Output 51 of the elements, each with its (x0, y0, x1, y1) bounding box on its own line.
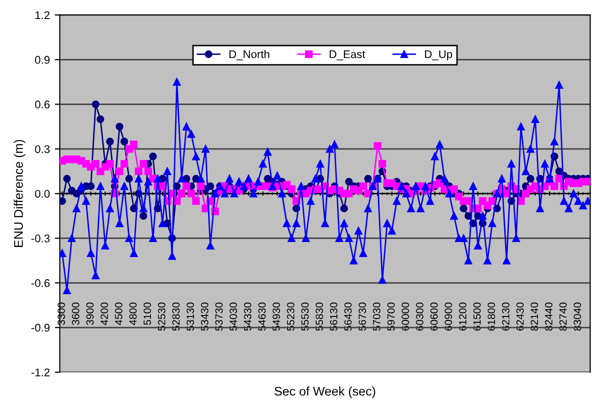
x-tick-label: 53130 (186, 302, 194, 331)
x-tick-label: 4500 (114, 302, 122, 326)
x-tick-label: 54630 (258, 302, 266, 331)
x-tick-label: 54930 (272, 302, 280, 331)
y-tick-label: 0.3 (35, 145, 50, 154)
x-tick-label: 3300 (58, 302, 65, 325)
x-tick-label: 82440 (545, 302, 552, 331)
y-tick-label: -1.2 (31, 368, 50, 376)
x-tick-label: 83040 (574, 302, 582, 331)
y-tick-label: 0.0 (35, 190, 50, 198)
y-tick-label: 0.6 (35, 100, 50, 108)
legend-label: D_Up (425, 50, 452, 60)
y-tick-label: -0.3 (31, 234, 50, 242)
x-tick-label: 61800 (488, 302, 496, 331)
x-tick-label: 52830 (172, 302, 180, 331)
x-tick-label: 56430 (344, 302, 352, 331)
y-tick-label: -0.6 (31, 279, 50, 288)
x-tick-label: 59700 (387, 302, 395, 331)
legend-label: D_North (229, 50, 270, 60)
x-tick-label: 3900 (86, 302, 94, 325)
x-tick-label: 82740 (559, 302, 567, 331)
x-tick-label: 53430 (200, 302, 208, 331)
x-tick-label: 53730 (215, 302, 223, 331)
x-tick-label: 54030 (230, 302, 238, 331)
y-axis-title: ENU Difference (m) (14, 140, 26, 247)
x-tick-label: 55230 (286, 302, 294, 331)
x-tick-label: 4200 (100, 302, 108, 326)
x-tick-label: 60900 (444, 302, 452, 331)
y-tick-label: 0.9 (35, 56, 50, 64)
x-tick-label: 62130 (502, 302, 510, 331)
x-tick-label: 60000 (402, 302, 410, 331)
y-tick-label: 1.2 (35, 11, 50, 20)
x-tick-label: 56730 (358, 302, 366, 331)
y-tick-label: -0.9 (31, 324, 50, 332)
x-tick-label: 61500 (473, 302, 481, 331)
x-tick-label: 3600 (72, 302, 80, 325)
x-tick-label: 55830 (316, 302, 324, 331)
x-tick-label: 55530 (301, 302, 309, 331)
x-tick-label: 60600 (430, 302, 438, 331)
x-tick-label: 4800 (129, 302, 137, 326)
x-tick-label: 82140 (530, 302, 538, 331)
x-tick-label: 56130 (330, 302, 338, 331)
x-tick-label: 52530 (158, 302, 166, 331)
x-tick-label: 57030 (372, 302, 380, 331)
x-tick-label: 60300 (416, 302, 424, 331)
legend-label: D_East (330, 50, 366, 60)
x-tick-label: 62430 (516, 302, 524, 331)
x-tick-label: 61200 (459, 302, 466, 331)
x-axis-title: Sec of Week (sec) (274, 386, 376, 398)
x-tick-label: 5100 (144, 302, 151, 325)
x-tick-label: 54330 (244, 302, 252, 331)
